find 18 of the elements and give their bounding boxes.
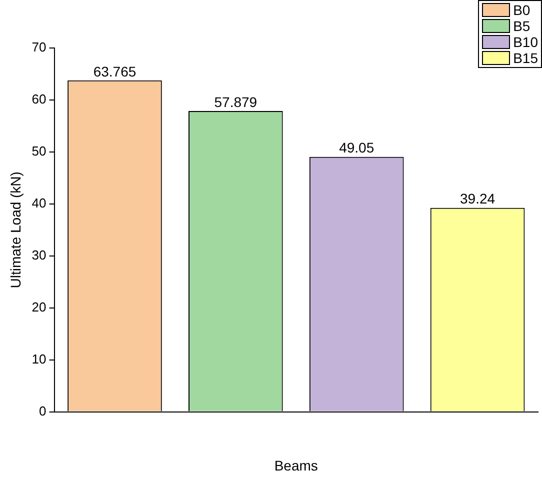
legend-label: B0 xyxy=(513,2,530,18)
y-tick-label: 60 xyxy=(32,92,46,107)
legend-label: B5 xyxy=(513,18,530,34)
y-tick-label: 40 xyxy=(32,195,46,210)
data-label: 39.24 xyxy=(460,190,496,207)
y-tick-label: 50 xyxy=(32,144,46,159)
legend-label: B10 xyxy=(513,34,538,50)
data-label: 57.879 xyxy=(214,94,258,110)
legend-label: B15 xyxy=(513,50,538,66)
y-tick-label: 70 xyxy=(32,40,46,55)
y-tick-label: 10 xyxy=(32,351,46,366)
y-tick-label: 0 xyxy=(39,403,46,418)
y-tick-label: 30 xyxy=(32,247,46,262)
y-axis-title: Ultimate Load (kN) xyxy=(7,172,24,288)
data-label: 49.05 xyxy=(339,140,374,156)
y-tick-label: 20 xyxy=(32,299,46,314)
x-axis-title: Beams xyxy=(274,457,318,474)
data-label: 63.765 xyxy=(93,63,136,80)
